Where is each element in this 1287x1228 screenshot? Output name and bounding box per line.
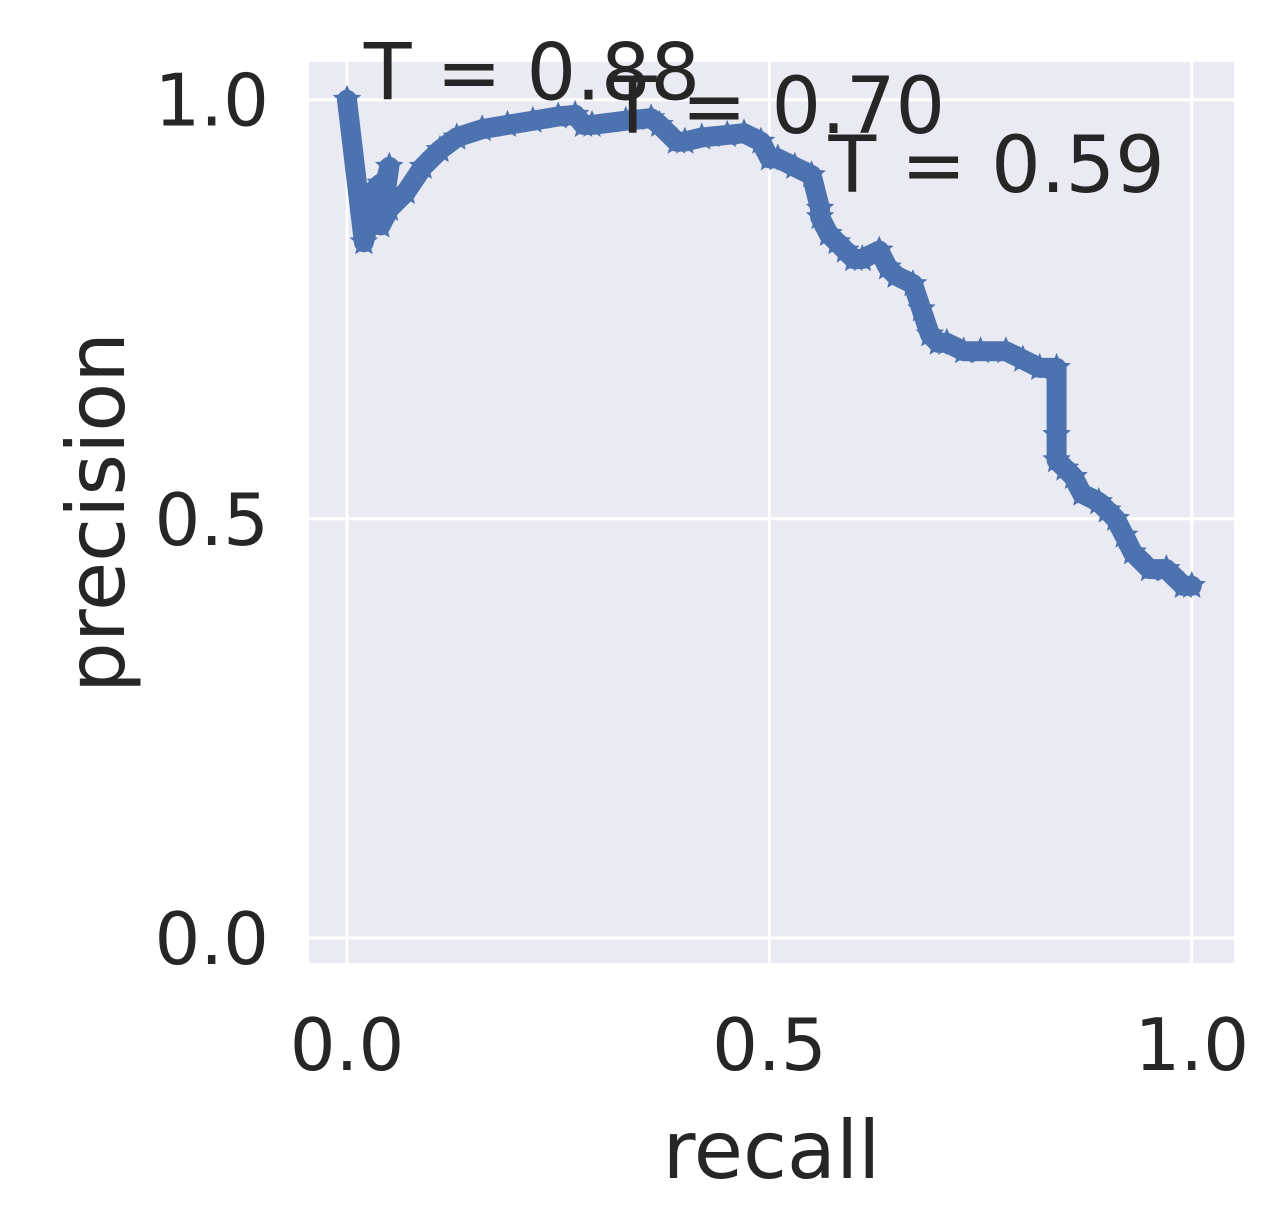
y-tick-label-1: 0.5 — [154, 478, 269, 562]
x-tick-labels: 0.0 0.5 1.0 — [290, 1003, 1249, 1087]
data-point-0-67 — [1152, 554, 1181, 582]
data-point-0-15 — [467, 114, 497, 142]
data-point-0-0 — [332, 84, 362, 112]
data-point-0-26 — [670, 126, 700, 154]
data-point-0-13 — [425, 135, 455, 163]
data-point-0-18 — [543, 101, 573, 129]
y-axis-label: precision — [50, 332, 143, 693]
x-tick-label-0: 0.0 — [290, 1003, 405, 1087]
data-point-0-27 — [687, 122, 717, 150]
y-tick-labels: 0.0 0.5 1.0 — [154, 59, 269, 981]
data-point-0-22 — [611, 105, 640, 133]
grid-lines — [309, 62, 1234, 963]
threshold-annotation-1: T = 0.70 — [608, 62, 945, 152]
data-point-0-5 — [366, 168, 396, 196]
data-point-0-24 — [645, 109, 674, 137]
threshold-annotation-2: T = 0.59 — [828, 121, 1165, 211]
data-point-0-65 — [1118, 537, 1147, 565]
data-point-0-50 — [949, 336, 978, 364]
data-point-0-51 — [966, 336, 995, 364]
data-point-0-55 — [1042, 352, 1071, 381]
data-point-0-1 — [349, 227, 379, 255]
plot-background — [309, 62, 1234, 963]
data-point-0-21 — [577, 109, 607, 137]
y-tick-label-0: 0.0 — [154, 897, 269, 981]
data-point-0-12 — [408, 151, 438, 179]
data-point-0-46 — [907, 294, 936, 322]
threshold-annotation-0: T = 0.88 — [363, 29, 700, 119]
data-point-0-16 — [493, 109, 522, 137]
data-point-0-54 — [1025, 352, 1054, 381]
data-point-0-45 — [898, 269, 928, 297]
data-point-0-56 — [1042, 420, 1071, 448]
data-point-0-28 — [712, 119, 742, 148]
data-point-0-41 — [848, 244, 877, 272]
data-point-0-66 — [1135, 554, 1164, 582]
data-point-0-8 — [366, 210, 396, 238]
x-tick-label-1: 0.5 — [712, 1003, 827, 1087]
marker-layer — [332, 84, 1206, 598]
x-tick-label-2: 1.0 — [1135, 1003, 1250, 1087]
data-point-0-69 — [1177, 570, 1206, 598]
data-point-0-17 — [518, 105, 548, 133]
x-axis-label: recall — [663, 1104, 881, 1197]
y-tick-label-2: 1.0 — [154, 59, 269, 143]
data-point-0-10 — [375, 193, 404, 221]
data-point-0-34 — [797, 160, 826, 188]
data-point-0-7 — [375, 151, 404, 179]
data-point-0-14 — [442, 122, 472, 150]
data-point-0-11 — [391, 176, 421, 204]
annotation-layer: T = 0.88T = 0.70T = 0.59 — [363, 29, 1165, 211]
